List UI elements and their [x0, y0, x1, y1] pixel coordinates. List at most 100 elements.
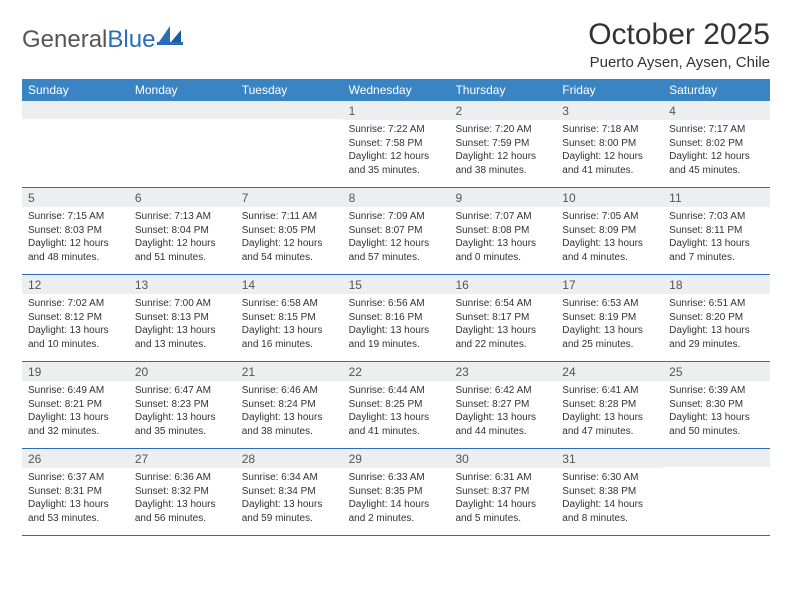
sunrise-line: Sunrise: 6:58 AM — [242, 297, 337, 311]
weeks-container: 1Sunrise: 7:22 AMSunset: 7:58 PMDaylight… — [22, 101, 770, 536]
daylight-line: Daylight: 13 hours and 44 minutes. — [455, 411, 550, 438]
daylight-line: Daylight: 14 hours and 8 minutes. — [562, 498, 657, 525]
day-body: Sunrise: 7:11 AMSunset: 8:05 PMDaylight:… — [236, 207, 343, 270]
sunrise-line: Sunrise: 6:33 AM — [349, 471, 444, 485]
sunset-line: Sunset: 8:37 PM — [455, 485, 550, 499]
sunset-line: Sunset: 7:58 PM — [349, 137, 444, 151]
day-number: 26 — [22, 449, 129, 468]
dow-cell: Thursday — [449, 79, 556, 101]
sunset-line: Sunset: 7:59 PM — [455, 137, 550, 151]
sunrise-line: Sunrise: 7:13 AM — [135, 210, 230, 224]
day-cell: 26Sunrise: 6:37 AMSunset: 8:31 PMDayligh… — [22, 449, 129, 535]
day-body: Sunrise: 6:42 AMSunset: 8:27 PMDaylight:… — [449, 381, 556, 444]
sunset-line: Sunset: 8:17 PM — [455, 311, 550, 325]
day-body: Sunrise: 6:46 AMSunset: 8:24 PMDaylight:… — [236, 381, 343, 444]
day-number: 13 — [129, 275, 236, 294]
daylight-line: Daylight: 13 hours and 16 minutes. — [242, 324, 337, 351]
day-cell: 17Sunrise: 6:53 AMSunset: 8:19 PMDayligh… — [556, 275, 663, 361]
day-cell: 23Sunrise: 6:42 AMSunset: 8:27 PMDayligh… — [449, 362, 556, 448]
sunrise-line: Sunrise: 6:56 AM — [349, 297, 444, 311]
sunrise-line: Sunrise: 6:53 AM — [562, 297, 657, 311]
sunrise-line: Sunrise: 7:05 AM — [562, 210, 657, 224]
day-cell: 5Sunrise: 7:15 AMSunset: 8:03 PMDaylight… — [22, 188, 129, 274]
day-body: Sunrise: 6:44 AMSunset: 8:25 PMDaylight:… — [343, 381, 450, 444]
day-number: 19 — [22, 362, 129, 381]
sunrise-line: Sunrise: 6:39 AM — [669, 384, 764, 398]
day-number — [22, 101, 129, 119]
day-cell: 15Sunrise: 6:56 AMSunset: 8:16 PMDayligh… — [343, 275, 450, 361]
day-number: 15 — [343, 275, 450, 294]
day-number: 24 — [556, 362, 663, 381]
day-body: Sunrise: 6:49 AMSunset: 8:21 PMDaylight:… — [22, 381, 129, 444]
location-label: Puerto Aysen, Aysen, Chile — [588, 54, 770, 71]
week-row: 12Sunrise: 7:02 AMSunset: 8:12 PMDayligh… — [22, 275, 770, 362]
day-number: 8 — [343, 188, 450, 207]
day-cell: 21Sunrise: 6:46 AMSunset: 8:24 PMDayligh… — [236, 362, 343, 448]
day-number: 25 — [663, 362, 770, 381]
day-body: Sunrise: 7:20 AMSunset: 7:59 PMDaylight:… — [449, 120, 556, 183]
sunset-line: Sunset: 8:07 PM — [349, 224, 444, 238]
sunrise-line: Sunrise: 6:49 AM — [28, 384, 123, 398]
day-cell: 22Sunrise: 6:44 AMSunset: 8:25 PMDayligh… — [343, 362, 450, 448]
day-cell: 6Sunrise: 7:13 AMSunset: 8:04 PMDaylight… — [129, 188, 236, 274]
sunrise-line: Sunrise: 6:41 AM — [562, 384, 657, 398]
sunrise-line: Sunrise: 7:15 AM — [28, 210, 123, 224]
sunrise-line: Sunrise: 6:30 AM — [562, 471, 657, 485]
sunset-line: Sunset: 8:13 PM — [135, 311, 230, 325]
daylight-line: Daylight: 13 hours and 47 minutes. — [562, 411, 657, 438]
daylight-line: Daylight: 13 hours and 29 minutes. — [669, 324, 764, 351]
day-cell: 28Sunrise: 6:34 AMSunset: 8:34 PMDayligh… — [236, 449, 343, 535]
day-number — [663, 449, 770, 467]
sunrise-line: Sunrise: 7:09 AM — [349, 210, 444, 224]
sunset-line: Sunset: 8:16 PM — [349, 311, 444, 325]
day-cell: 11Sunrise: 7:03 AMSunset: 8:11 PMDayligh… — [663, 188, 770, 274]
sunrise-line: Sunrise: 6:51 AM — [669, 297, 764, 311]
day-body: Sunrise: 7:15 AMSunset: 8:03 PMDaylight:… — [22, 207, 129, 270]
sunset-line: Sunset: 8:25 PM — [349, 398, 444, 412]
day-number: 20 — [129, 362, 236, 381]
day-cell: 16Sunrise: 6:54 AMSunset: 8:17 PMDayligh… — [449, 275, 556, 361]
day-cell: 20Sunrise: 6:47 AMSunset: 8:23 PMDayligh… — [129, 362, 236, 448]
week-row: 1Sunrise: 7:22 AMSunset: 7:58 PMDaylight… — [22, 101, 770, 188]
sunrise-line: Sunrise: 6:54 AM — [455, 297, 550, 311]
month-title: October 2025 — [588, 18, 770, 52]
logo-text-blue: Blue — [107, 26, 155, 53]
sunrise-line: Sunrise: 7:18 AM — [562, 123, 657, 137]
daylight-line: Daylight: 12 hours and 54 minutes. — [242, 237, 337, 264]
day-cell — [22, 101, 129, 187]
dow-cell: Monday — [129, 79, 236, 101]
daylight-line: Daylight: 13 hours and 41 minutes. — [349, 411, 444, 438]
sunset-line: Sunset: 8:21 PM — [28, 398, 123, 412]
sunset-line: Sunset: 8:04 PM — [135, 224, 230, 238]
day-number: 9 — [449, 188, 556, 207]
sunrise-line: Sunrise: 7:17 AM — [669, 123, 764, 137]
day-number: 30 — [449, 449, 556, 468]
sunset-line: Sunset: 8:31 PM — [28, 485, 123, 499]
dow-cell: Tuesday — [236, 79, 343, 101]
day-body: Sunrise: 6:39 AMSunset: 8:30 PMDaylight:… — [663, 381, 770, 444]
daylight-line: Daylight: 13 hours and 59 minutes. — [242, 498, 337, 525]
day-number: 16 — [449, 275, 556, 294]
day-number: 2 — [449, 101, 556, 120]
sunrise-line: Sunrise: 7:00 AM — [135, 297, 230, 311]
day-number: 29 — [343, 449, 450, 468]
sunset-line: Sunset: 8:12 PM — [28, 311, 123, 325]
sunset-line: Sunset: 8:15 PM — [242, 311, 337, 325]
day-body: Sunrise: 6:37 AMSunset: 8:31 PMDaylight:… — [22, 468, 129, 531]
day-number: 21 — [236, 362, 343, 381]
daylight-line: Daylight: 13 hours and 38 minutes. — [242, 411, 337, 438]
sunset-line: Sunset: 8:08 PM — [455, 224, 550, 238]
sunset-line: Sunset: 8:00 PM — [562, 137, 657, 151]
sunrise-line: Sunrise: 6:37 AM — [28, 471, 123, 485]
sunset-line: Sunset: 8:03 PM — [28, 224, 123, 238]
sunset-line: Sunset: 8:20 PM — [669, 311, 764, 325]
sunset-line: Sunset: 8:30 PM — [669, 398, 764, 412]
day-cell: 19Sunrise: 6:49 AMSunset: 8:21 PMDayligh… — [22, 362, 129, 448]
day-cell: 30Sunrise: 6:31 AMSunset: 8:37 PMDayligh… — [449, 449, 556, 535]
day-cell: 7Sunrise: 7:11 AMSunset: 8:05 PMDaylight… — [236, 188, 343, 274]
sunset-line: Sunset: 8:02 PM — [669, 137, 764, 151]
day-cell: 1Sunrise: 7:22 AMSunset: 7:58 PMDaylight… — [343, 101, 450, 187]
sunset-line: Sunset: 8:27 PM — [455, 398, 550, 412]
sunrise-line: Sunrise: 7:20 AM — [455, 123, 550, 137]
day-cell: 29Sunrise: 6:33 AMSunset: 8:35 PMDayligh… — [343, 449, 450, 535]
